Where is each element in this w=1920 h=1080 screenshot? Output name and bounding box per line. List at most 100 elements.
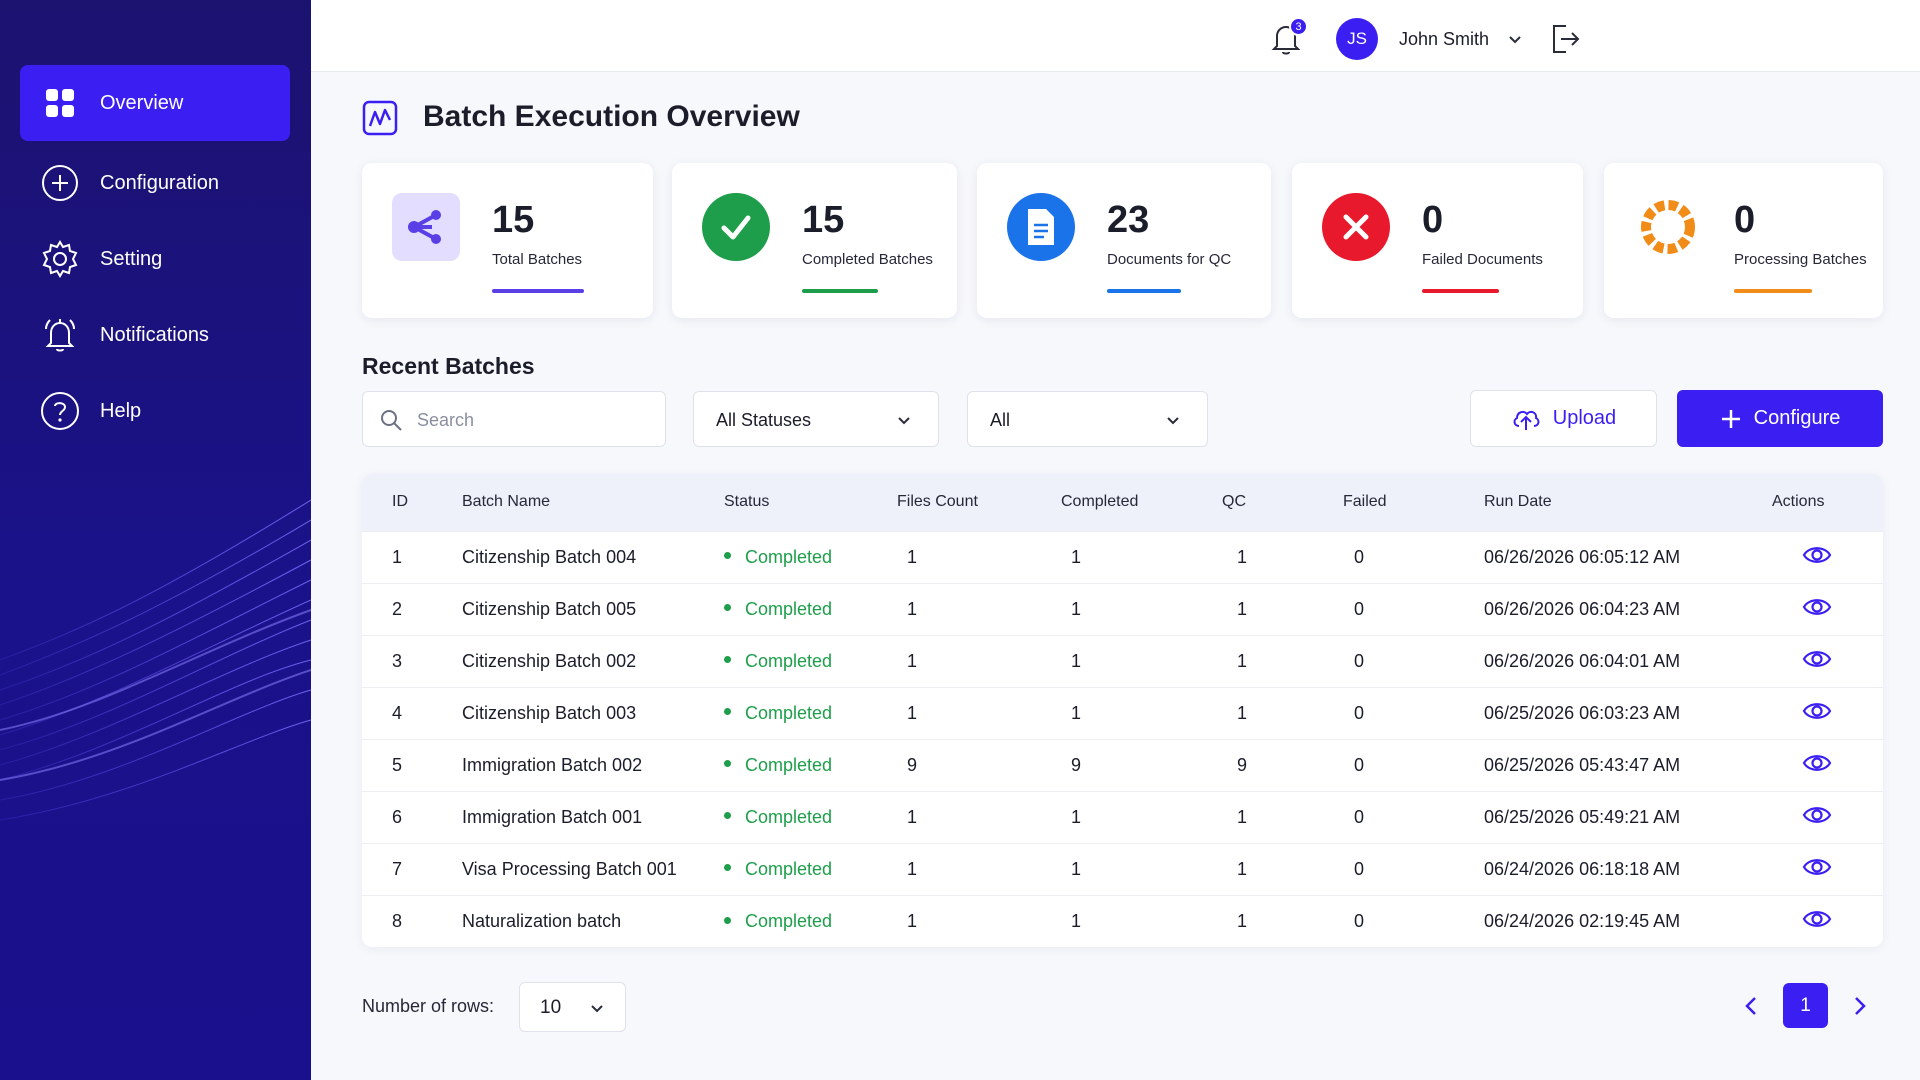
stat-value: 0 (1734, 199, 1756, 241)
view-eye-icon[interactable] (1802, 696, 1832, 726)
upload-button[interactable]: Upload (1470, 390, 1657, 447)
cell-actions (1772, 687, 1883, 739)
cell-completed: 9 (1071, 754, 1082, 775)
status-dot-icon (724, 864, 731, 872)
cell-files-count: 1 (907, 806, 918, 827)
search-icon (381, 410, 402, 431)
view-eye-icon[interactable] (1802, 800, 1832, 830)
cell-completed: 1 (1071, 858, 1082, 879)
sidebar-item-notifications[interactable]: Notifications (20, 297, 290, 373)
status-text: Completed (745, 806, 833, 827)
logout-icon[interactable] (1548, 22, 1582, 56)
cell-actions (1772, 843, 1883, 895)
stat-label: Completed Batches (802, 251, 933, 268)
type-filter-select[interactable]: All (967, 391, 1208, 447)
column-header-batch-name[interactable]: Batch Name (462, 493, 551, 511)
avatar[interactable]: JS (1336, 18, 1378, 60)
sidebar-item-setting[interactable]: Setting (20, 221, 290, 297)
column-header-completed[interactable]: Completed (1061, 493, 1139, 511)
status-dot-icon (724, 708, 731, 716)
column-header-qc[interactable]: QC (1222, 493, 1246, 511)
cell-actions (1772, 531, 1883, 583)
table-row: 8 Naturalization batch Completed 1 1 1 0 06/24/… (362, 895, 1883, 947)
chevron-down-icon[interactable] (1507, 31, 1523, 47)
cell-run-date: 06/25/2026 06:03:23 AM (1484, 702, 1681, 723)
column-header-run-date[interactable]: Run Date (1484, 493, 1552, 511)
cell-id: 2 (392, 598, 403, 619)
status-text: Completed (745, 650, 833, 671)
sidebar-item-configuration[interactable]: Configuration (20, 145, 290, 221)
user-name[interactable]: John Smith (1399, 29, 1490, 49)
cell-id: 3 (392, 650, 403, 671)
batches-table: ID Batch Name Status Files Count Complet… (362, 474, 1883, 947)
view-eye-icon[interactable] (1802, 540, 1832, 570)
sidebar-item-label: Configuration (100, 171, 219, 194)
share-nodes-icon (392, 193, 460, 261)
status-dot-icon (724, 604, 731, 612)
view-eye-icon[interactable] (1802, 592, 1832, 622)
cell-status: Completed (724, 583, 897, 635)
stat-bar (802, 289, 878, 293)
notification-bell-icon[interactable] (1268, 20, 1304, 56)
status-dot-icon (724, 552, 731, 560)
cell-failed: 0 (1354, 702, 1365, 723)
cell-actions (1772, 791, 1883, 843)
cell-failed: 0 (1354, 546, 1365, 567)
cell-files-count: 1 (907, 546, 918, 567)
stat-label: Documents for QC (1107, 251, 1232, 268)
view-eye-icon[interactable] (1802, 748, 1832, 778)
page-button-current[interactable]: 1 (1783, 983, 1828, 1028)
cell-qc: 1 (1237, 806, 1248, 827)
cell-completed: 1 (1071, 702, 1082, 723)
column-header-status[interactable]: Status (724, 493, 770, 511)
status-filter-select[interactable]: All Statuses (693, 391, 939, 447)
grid-icon (40, 83, 80, 123)
rows-per-page-value: 10 (540, 997, 562, 1018)
table-row: 4 Citizenship Batch 003 Completed 1 1 1 0 06/25… (362, 687, 1883, 739)
cell-qc: 1 (1237, 910, 1248, 931)
column-header-failed[interactable]: Failed (1343, 493, 1387, 511)
x-icon (1322, 193, 1390, 261)
cell-batch-name: Naturalization batch (462, 910, 622, 931)
view-eye-icon[interactable] (1802, 904, 1832, 934)
help-circle-icon (40, 391, 80, 431)
view-eye-icon[interactable] (1802, 644, 1832, 674)
stat-bar (492, 289, 584, 293)
column-header-id[interactable]: ID (392, 493, 408, 511)
stat-card-completed-batches: 15 Completed Batches (672, 163, 957, 318)
search-input[interactable] (417, 406, 647, 434)
cell-id: 5 (392, 754, 403, 775)
cell-run-date: 06/26/2026 06:05:12 AM (1484, 546, 1681, 567)
activity-chart-icon (362, 100, 398, 136)
wave-decoration (0, 499, 311, 821)
document-icon (1007, 193, 1075, 261)
cell-qc: 1 (1237, 650, 1248, 671)
sidebar-item-label: Setting (100, 247, 163, 270)
view-eye-icon[interactable] (1802, 852, 1832, 882)
status-text: Completed (745, 702, 833, 723)
sidebar-item-label: Overview (100, 91, 184, 114)
sidebar-item-help[interactable]: Help (20, 373, 290, 449)
cell-status: Completed (724, 687, 897, 739)
cell-failed: 0 (1354, 650, 1365, 671)
cell-run-date: 06/24/2026 02:19:45 AM (1484, 910, 1681, 931)
stat-card-failed-documents: 0 Failed Documents (1292, 163, 1583, 318)
rows-per-page-select[interactable]: 10 (519, 982, 626, 1032)
cell-failed: 0 (1354, 806, 1365, 827)
cell-id: 1 (392, 546, 403, 567)
status-text: Completed (745, 598, 833, 619)
chevron-right-icon[interactable] (1847, 994, 1871, 1018)
sidebar-nav: Overview Configuration Setting Notificat… (20, 65, 290, 449)
stat-value: 15 (492, 199, 535, 241)
cell-status: Completed (724, 739, 897, 791)
configure-button[interactable]: Configure (1677, 390, 1883, 447)
sidebar-item-label: Notifications (100, 323, 209, 346)
column-header-files-count[interactable]: Files Count (897, 493, 978, 511)
configure-label: Configure (1753, 407, 1841, 429)
cell-failed: 0 (1354, 598, 1365, 619)
chevron-left-icon[interactable] (1740, 994, 1764, 1018)
status-dot-icon (724, 656, 731, 664)
cell-id: 7 (392, 858, 403, 879)
gear-icon (40, 239, 80, 279)
sidebar-item-overview[interactable]: Overview (20, 65, 290, 141)
